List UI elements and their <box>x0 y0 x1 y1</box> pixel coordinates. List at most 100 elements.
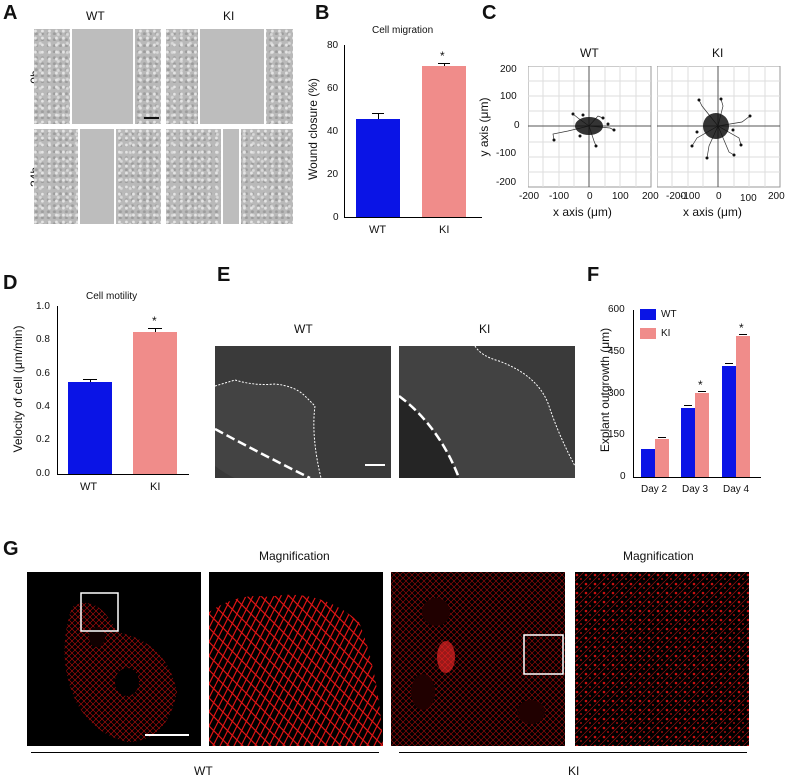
bar-day2-wt <box>641 449 655 477</box>
group-label-wt: WT <box>194 764 213 778</box>
error-bar <box>444 63 445 66</box>
tubulin-image-wt <box>27 572 201 746</box>
ytick: -100 <box>496 148 517 159</box>
panel-g-letter: G <box>3 538 19 560</box>
panel-a-letter: A <box>3 2 18 24</box>
bar-day4-wt <box>722 366 736 477</box>
panel-c-ylabel: y axis (μm) <box>477 97 491 157</box>
ytick: 300 <box>608 388 625 399</box>
error-cap <box>83 379 97 380</box>
xtick: -100 <box>549 191 570 202</box>
ytick: 20 <box>327 169 339 180</box>
significance-star: * <box>739 321 744 335</box>
error-cap <box>372 113 384 114</box>
panel-c-letter: C <box>482 2 497 24</box>
ytick: 80 <box>327 40 339 51</box>
error-bar <box>90 379 91 382</box>
error-cap <box>698 391 706 392</box>
bar-ki <box>422 66 466 217</box>
explant-image-wt <box>215 346 391 478</box>
panel-b-ylabel: Wound closure (%) <box>306 78 320 180</box>
magnification-label-wt: Magnification <box>259 549 330 563</box>
bar-wt <box>356 119 400 217</box>
xtick-day2: Day 2 <box>641 484 668 495</box>
y-axis <box>344 45 345 217</box>
group-label-ki: KI <box>568 764 580 778</box>
significance-star: * <box>440 49 445 63</box>
significance-star: * <box>152 314 157 328</box>
x-axis <box>57 474 189 475</box>
ytick: -200 <box>496 177 517 188</box>
wound-image-ki-0h <box>166 29 293 124</box>
xtick: -200 <box>519 191 540 202</box>
panel-e-letter: E <box>217 264 231 286</box>
bar-ki <box>133 332 177 474</box>
xtick-day3: Day 3 <box>682 484 709 495</box>
ytick: 0.6 <box>36 368 50 379</box>
legend-swatch-ki <box>640 328 656 339</box>
error-cap <box>438 63 450 64</box>
ytick: 600 <box>608 304 625 315</box>
xtick: 0 <box>716 191 722 202</box>
bar-day3-wt <box>681 408 695 477</box>
group-line-ki <box>399 752 747 753</box>
panel-c-title-ki: KI <box>712 46 724 60</box>
x-axis <box>633 477 761 478</box>
ytick: 0 <box>620 471 626 482</box>
wound-image-wt-0h <box>34 29 161 124</box>
xtick: -100 <box>680 191 701 202</box>
bar-day3-ki <box>695 393 709 477</box>
tubulin-magnified-ki <box>575 572 749 746</box>
magnification-label-ki: Magnification <box>623 549 694 563</box>
panel-d-title: Cell motility <box>86 291 138 302</box>
xtick-day4: Day 4 <box>723 484 750 495</box>
panel-c-title-wt: WT <box>580 46 599 60</box>
legend-label-ki: KI <box>661 328 671 339</box>
tubulin-image-ki <box>391 572 565 746</box>
ytick: 0.8 <box>36 334 50 345</box>
panel-a-col-wt: WT <box>86 9 105 23</box>
error-cap <box>658 437 666 438</box>
y-axis <box>633 310 634 477</box>
panel-e-title-ki: KI <box>479 322 491 336</box>
x-axis <box>344 217 482 218</box>
error-cap <box>739 334 747 335</box>
bar-day4-ki <box>736 336 750 477</box>
error-bar <box>378 113 379 119</box>
xtick: -200 <box>666 191 687 202</box>
trajectory-plot-ki <box>657 66 781 188</box>
legend-swatch-wt <box>640 309 656 320</box>
error-bar <box>155 328 156 332</box>
error-cap <box>725 363 733 364</box>
ytick: 450 <box>608 346 625 357</box>
xtick: 0 <box>587 191 593 202</box>
xtick: 100 <box>740 193 757 204</box>
xtick: 100 <box>612 191 629 202</box>
bar-day2-ki <box>655 439 669 477</box>
panel-f-letter: F <box>587 264 600 286</box>
panel-b-letter: B <box>315 2 330 24</box>
xtick-wt: WT <box>369 224 387 236</box>
significance-star: * <box>698 378 703 392</box>
trajectory-plot-wt <box>528 66 652 188</box>
error-cap <box>684 405 692 406</box>
panel-a-col-ki: KI <box>223 9 235 23</box>
xtick: 200 <box>768 191 785 202</box>
error-cap <box>148 328 162 329</box>
ytick: 100 <box>500 91 517 102</box>
panel-b-title: Cell migration <box>372 25 434 36</box>
panel-c-xlabel-wt: x axis (μm) <box>553 205 612 219</box>
ytick: 0.0 <box>36 468 50 479</box>
wound-image-ki-24h <box>166 129 293 224</box>
bar-wt <box>68 382 112 474</box>
panel-c-xlabel-ki: x axis (μm) <box>683 205 742 219</box>
ytick: 40 <box>327 126 339 137</box>
ytick: 0.4 <box>36 401 50 412</box>
panel-d-ylabel: Velocity of cell (μm/min) <box>11 325 25 453</box>
xtick-ki: KI <box>439 224 450 236</box>
xtick-ki: KI <box>150 481 161 493</box>
ytick: 0 <box>514 120 520 131</box>
panel-d-letter: D <box>3 272 18 294</box>
ytick: 0.2 <box>36 434 50 445</box>
wound-image-wt-24h <box>34 129 161 224</box>
